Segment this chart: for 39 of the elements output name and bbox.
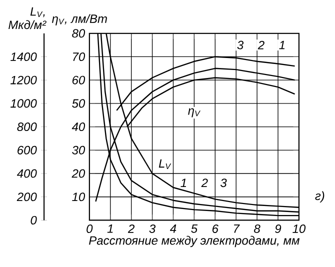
x-tick-label: 7 — [234, 224, 240, 233]
y-tick-label: 30 — [72, 146, 86, 154]
y-tick-label: 50 — [72, 99, 86, 108]
y-tick-label: 80 — [72, 29, 86, 38]
x-tick-label: 6 — [212, 224, 218, 234]
annotation: 1 — [180, 178, 186, 188]
x-tick-label: 4 — [170, 224, 176, 233]
y2-tick-label: 200 — [16, 192, 37, 202]
y-tick-label: 20 — [72, 169, 86, 178]
x-tick-label: 2 — [128, 224, 135, 233]
annotation: 1 — [279, 40, 285, 50]
y-tick-label: 40 — [72, 122, 86, 132]
x-tick-label: 0 — [86, 224, 93, 234]
annotation: 3 — [237, 40, 244, 50]
y2-axis-title: L$_{V}$, Мкд/м² — [8, 7, 46, 30]
x-tick-label: 8 — [254, 224, 260, 234]
annotation: 3 — [220, 178, 227, 188]
y2-tick-label: 1000 — [10, 99, 37, 108]
y-tick-label: 10 — [72, 192, 86, 202]
y2-tick-label: 400 — [16, 169, 37, 178]
text: г) — [315, 191, 324, 202]
y-tick-label: 70 — [73, 52, 86, 62]
y2-tick-label: 0 — [30, 216, 37, 225]
x-tick-label: 5 — [191, 224, 198, 233]
x-tick-label: 10 — [292, 224, 306, 234]
x-tick-label: 1 — [107, 224, 113, 233]
y-tick-label: 60 — [72, 76, 86, 84]
x-axis-title: Расстояние между электродами, мм — [89, 236, 300, 248]
annotation: η$_{V}$ — [188, 108, 200, 118]
annotation: L$_{V}$ — [158, 159, 172, 170]
y2-tick-label: 1400 — [10, 52, 37, 62]
y2-tick-label: 1200 — [10, 76, 37, 84]
y2-tick-label: 600 — [18, 146, 37, 154]
y2-tick-label: 800 — [17, 122, 37, 132]
annotation: 2 — [258, 40, 264, 50]
x-tick-label: 3 — [149, 224, 156, 234]
x-tick-label: 9 — [275, 224, 282, 234]
y-axis-title: η$_{V}$, лм/Вт — [52, 14, 107, 26]
annotation: 2 — [201, 178, 208, 188]
